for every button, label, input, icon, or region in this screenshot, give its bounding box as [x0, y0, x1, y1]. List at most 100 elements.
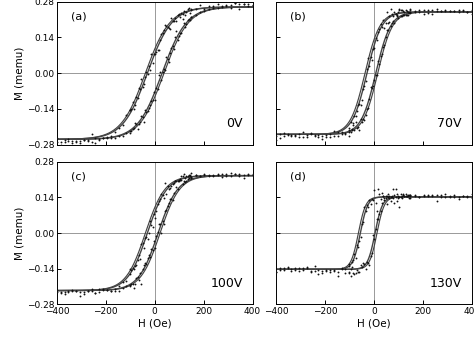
Point [401, 12, 409, 18]
Point [373, 217, 381, 222]
Point [227, 173, 235, 179]
Point [182, 21, 190, 27]
Point [424, 8, 432, 13]
Point [185, 6, 192, 11]
Point [214, 1, 221, 7]
Point [57, 291, 64, 296]
Point [249, 171, 256, 176]
Point [284, 265, 292, 271]
Point [231, 1, 239, 6]
Point [387, 24, 394, 29]
Point [401, 194, 408, 199]
Point [175, 178, 182, 183]
Point [359, 117, 367, 122]
Point [393, 191, 401, 197]
Point [69, 138, 76, 144]
Point [358, 265, 365, 270]
Point [222, 173, 230, 179]
Point [374, 216, 382, 222]
Point [356, 270, 363, 275]
Point [346, 264, 353, 269]
Point [330, 133, 337, 138]
Point [218, 172, 226, 177]
Point [272, 137, 280, 142]
Point [363, 106, 371, 112]
Point [371, 236, 378, 242]
Point [176, 176, 184, 181]
Point [245, 171, 252, 177]
Text: (a): (a) [71, 12, 86, 22]
Point [411, 192, 419, 198]
Point [179, 174, 186, 179]
Point [372, 36, 379, 41]
Point [391, 200, 398, 206]
Point [135, 85, 143, 90]
Point [405, 9, 413, 15]
Point [182, 180, 189, 185]
Point [179, 182, 186, 187]
Point [459, 8, 467, 13]
Point [76, 140, 84, 146]
Point [349, 257, 357, 263]
Point [64, 288, 72, 293]
Point [192, 12, 200, 18]
Point [127, 128, 134, 134]
Point [381, 195, 388, 201]
Point [319, 136, 326, 142]
Point [438, 194, 445, 200]
Point [284, 265, 292, 270]
Point [338, 129, 346, 135]
Point [173, 28, 180, 34]
Point [153, 208, 160, 214]
Point [184, 7, 191, 12]
Point [145, 252, 153, 257]
Point [378, 200, 385, 206]
Point [188, 175, 195, 181]
Point [330, 267, 337, 273]
Point [363, 202, 371, 208]
Point [399, 9, 407, 14]
Point [387, 194, 394, 199]
Point [222, 172, 230, 177]
Point [303, 133, 310, 138]
Point [357, 262, 365, 268]
Point [299, 265, 307, 271]
Point [354, 124, 362, 129]
Point [166, 185, 174, 191]
Point [407, 7, 414, 13]
Point [348, 259, 356, 265]
Point [130, 266, 138, 272]
Point [123, 283, 130, 289]
Point [150, 90, 158, 95]
Point [127, 107, 134, 113]
Point [111, 286, 118, 291]
Point [405, 193, 413, 198]
Point [61, 289, 68, 294]
Point [356, 238, 363, 244]
Point [292, 265, 299, 271]
Point [394, 9, 402, 15]
Point [276, 267, 283, 273]
Point [100, 135, 107, 140]
Point [407, 10, 414, 15]
Point [384, 191, 392, 197]
Point [280, 265, 288, 271]
Point [399, 12, 407, 18]
Point [231, 0, 239, 6]
Point [161, 208, 169, 214]
Point [165, 59, 173, 65]
Point [159, 192, 166, 198]
Point [84, 138, 91, 144]
Point [315, 133, 322, 138]
Point [292, 132, 299, 137]
Point [153, 49, 160, 55]
Point [303, 134, 310, 140]
Point [322, 267, 330, 272]
Point [218, 4, 226, 10]
Point [379, 193, 387, 199]
Point [358, 97, 365, 103]
Point [169, 43, 176, 49]
Point [388, 193, 396, 199]
Point [210, 3, 217, 9]
Point [131, 120, 139, 126]
